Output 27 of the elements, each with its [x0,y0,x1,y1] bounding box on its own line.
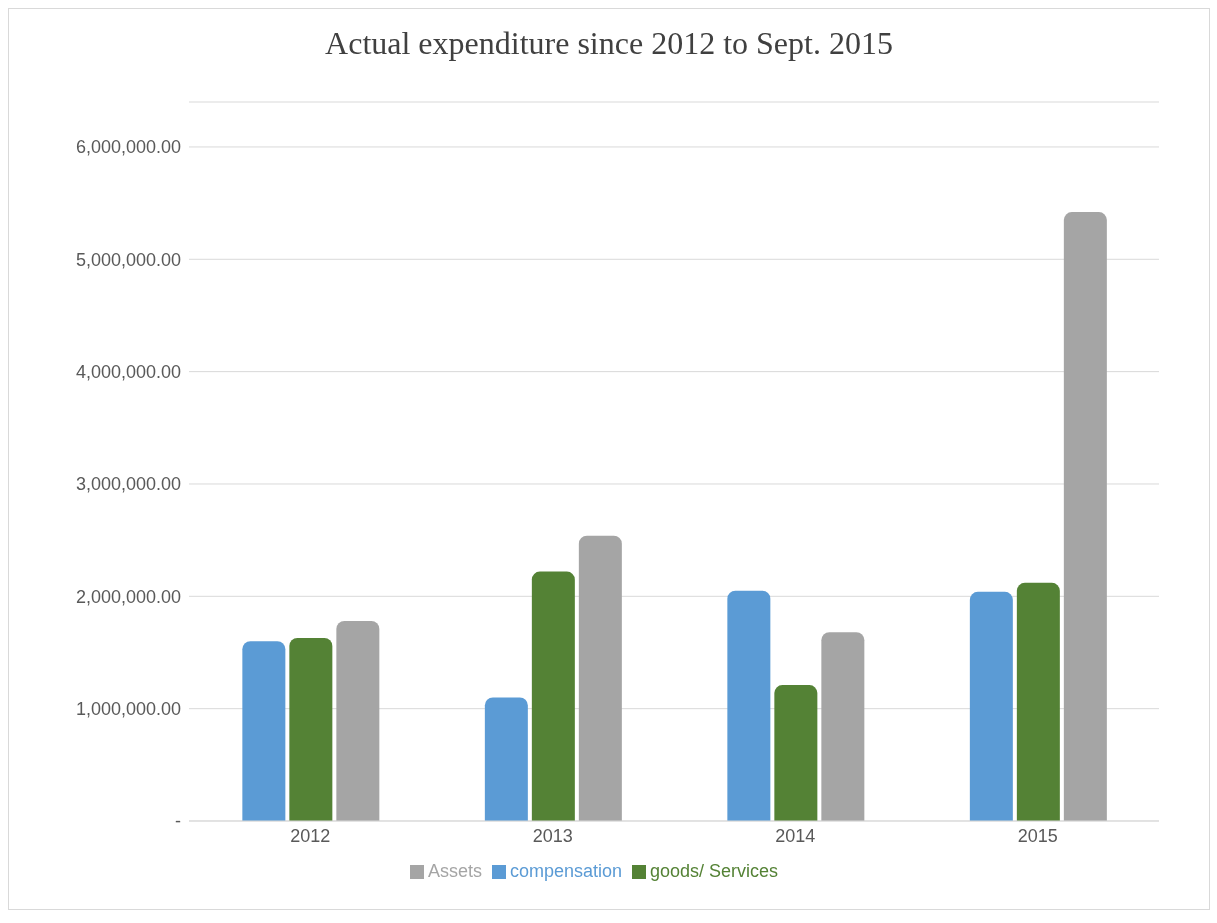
bar [289,637,333,821]
bar [774,685,818,821]
y-tick-label: 6,000,000.00 [75,137,181,158]
bar [336,621,380,821]
y-tick-label: 2,000,000.00 [75,586,181,607]
chart-title: Actual expenditure since 2012 to Sept. 2015 [324,24,894,62]
bar [969,591,1013,821]
bar [531,571,575,821]
x-tick-label: 2012 [290,825,331,846]
x-tick-label: 2013 [532,825,573,846]
bar [242,641,286,821]
y-tick-label: 5,000,000.00 [75,249,181,270]
legend-label: Assets [427,861,482,881]
bar [821,632,865,821]
bar [484,697,528,821]
y-tick-label: 4,000,000.00 [75,362,181,383]
x-tick-label: 2015 [1017,825,1058,846]
bar [578,535,622,821]
y-tick-label: 1,000,000.00 [75,699,181,720]
y-tick-label: 3,000,000.00 [75,474,181,495]
bar [1016,582,1060,821]
bar [727,590,771,821]
y-tick-label: - [175,811,181,832]
legend-label: goods/ Services [650,861,779,881]
x-tick-label: 2014 [775,825,816,846]
bar [1063,212,1107,821]
legend-label: compensation [509,861,623,881]
